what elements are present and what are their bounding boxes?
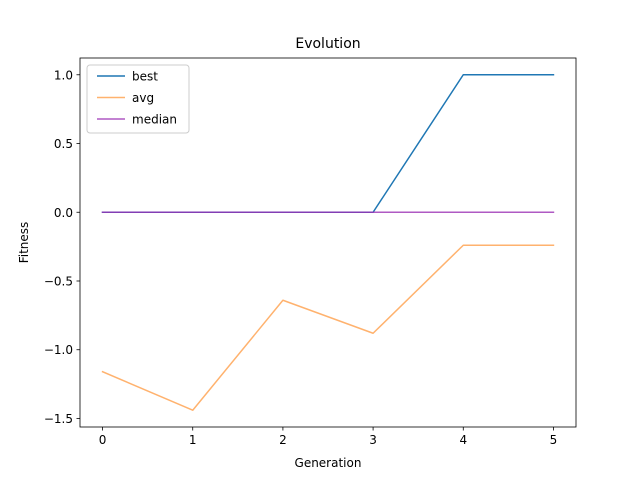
y-tick-label: −1.0 — [44, 343, 73, 357]
x-axis-title: Generation — [295, 456, 362, 470]
y-tick-label: 0.0 — [54, 206, 73, 220]
legend-box — [86, 64, 190, 134]
y-tick-label: 1.0 — [54, 68, 73, 82]
legend-label-median: median — [132, 113, 177, 127]
y-axis: 1.0 0.5 0.0 −0.5 −1.0 −1.5 — [44, 68, 80, 426]
y-tick-label: −1.5 — [44, 412, 73, 426]
chart-title: Evolution — [295, 36, 360, 52]
y-axis-title: Fitness — [17, 222, 31, 264]
series-line-avg — [101, 244, 555, 411]
x-axis: 0 1 2 3 4 5 — [99, 427, 558, 447]
legend: best avg median — [86, 64, 190, 134]
legend-label-avg: avg — [132, 91, 154, 105]
y-tick-label: −0.5 — [44, 274, 73, 288]
x-tick-label: 3 — [369, 433, 377, 447]
x-tick-label: 4 — [459, 433, 467, 447]
x-tick-label: 2 — [279, 433, 287, 447]
y-tick-label: 0.5 — [54, 137, 73, 151]
x-tick-label: 1 — [189, 433, 197, 447]
x-tick-label: 0 — [99, 433, 107, 447]
x-tick-label: 5 — [550, 433, 558, 447]
legend-label-best: best — [132, 70, 158, 84]
plot-frame — [79, 57, 577, 428]
series-layer — [101, 74, 555, 411]
